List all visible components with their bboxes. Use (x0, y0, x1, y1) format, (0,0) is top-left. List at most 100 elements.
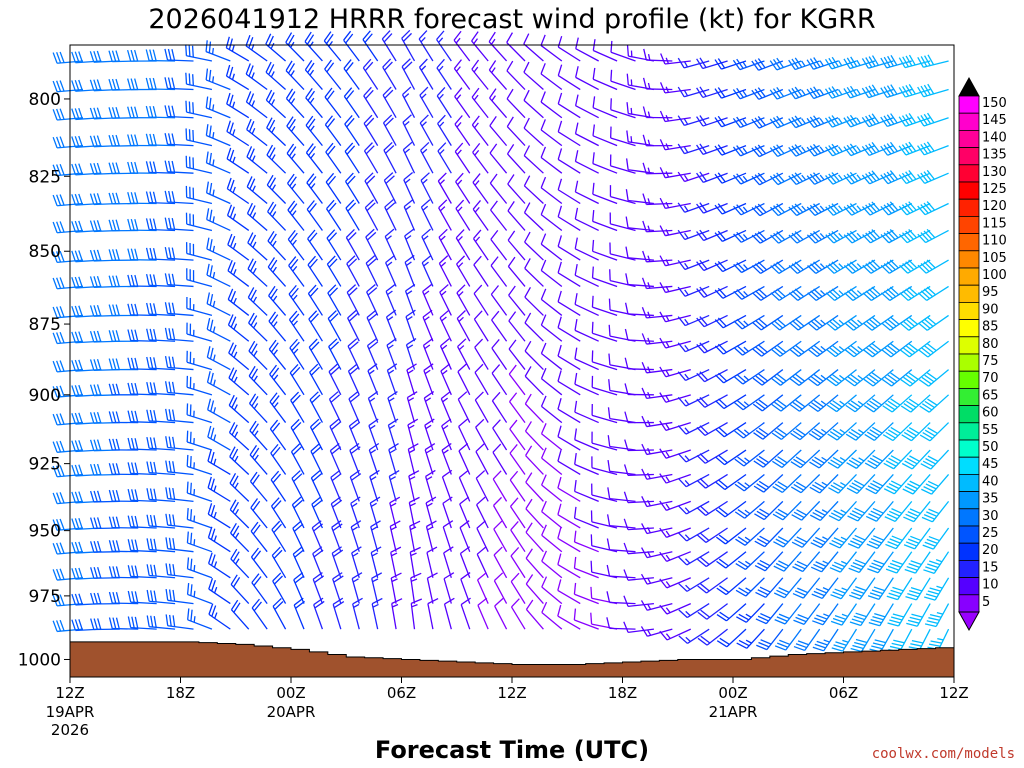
barb-feather (93, 163, 98, 175)
barb-feather (868, 318, 879, 327)
barb-shaft (686, 577, 710, 592)
wind-barb (606, 564, 636, 579)
wind-barb (918, 314, 949, 331)
wind-barb (127, 489, 157, 503)
barb-feather (96, 517, 102, 529)
barb-feather (888, 457, 899, 465)
barb-feather (871, 426, 883, 434)
barb-feather (525, 548, 533, 559)
wind-barb (472, 199, 489, 231)
barb-feather (809, 87, 818, 98)
barb-feather (813, 115, 821, 126)
wind-barb (754, 500, 784, 521)
barb-feather (460, 546, 471, 555)
barb-shaft (525, 481, 544, 502)
wind-barb (126, 49, 157, 62)
barb-feather (246, 118, 252, 130)
barb-feather (134, 515, 139, 528)
barb-half-feather (368, 369, 375, 375)
barb-feather (659, 167, 666, 178)
wind-barb (918, 369, 949, 387)
barb-half-feather (388, 397, 395, 402)
barb-shaft (925, 259, 949, 274)
wind-barb (809, 500, 839, 521)
barb-feather (524, 421, 532, 432)
barb-shaft (493, 528, 508, 553)
barb-feather (825, 234, 835, 244)
barb-feather (112, 540, 117, 552)
barb-feather (171, 77, 176, 89)
barb-shaft (610, 137, 636, 147)
barb-feather (108, 489, 113, 502)
barb-feather (441, 418, 452, 427)
barb-shaft (507, 183, 526, 204)
barb-feather (753, 432, 764, 440)
barb-shaft (842, 628, 858, 652)
barb-feather (910, 587, 923, 592)
barb-feather (386, 309, 397, 318)
barb-half-feather (684, 344, 690, 351)
colorbar-label: 50 (982, 440, 999, 455)
barb-feather (491, 391, 501, 402)
barb-feather (625, 158, 629, 170)
barb-feather (591, 239, 595, 252)
barb-feather (71, 163, 77, 176)
barb-feather (475, 418, 485, 428)
barb-shaft (524, 241, 544, 261)
barb-feather (93, 567, 98, 579)
barb-feather (349, 341, 359, 350)
wind-barb (324, 87, 342, 119)
wind-barb (267, 257, 287, 287)
barb-feather (908, 228, 917, 239)
barb-feather (735, 562, 746, 571)
barb-feather (659, 110, 666, 122)
wind-barb (714, 314, 747, 329)
wind-barb (207, 425, 231, 451)
barb-feather (289, 363, 299, 374)
barb-feather (131, 591, 135, 603)
barb-feather (890, 426, 901, 434)
barb-feather (887, 541, 899, 547)
barb-half-feather (439, 206, 446, 212)
wind-barb (807, 259, 839, 274)
barb-feather (777, 481, 788, 489)
wind-barb (524, 258, 544, 287)
barb-feather (824, 58, 833, 70)
barb-feather (574, 293, 578, 305)
barb-shaft (460, 604, 471, 630)
barb-half-feather (251, 127, 256, 135)
barb-feather (903, 403, 914, 411)
wind-barb (441, 442, 452, 475)
barb-feather (436, 30, 445, 40)
barb-feather (557, 370, 562, 382)
barb-feather (167, 133, 172, 145)
barb-feather (273, 575, 283, 585)
wind-barb (524, 231, 544, 261)
wind-barb (733, 314, 765, 330)
barb-feather (56, 306, 62, 318)
wind-barb (696, 314, 728, 328)
barb-shaft (494, 605, 508, 630)
barb-feather (230, 599, 239, 611)
barb-feather (206, 346, 211, 358)
barb-feather (287, 200, 296, 211)
barb-shaft (250, 556, 268, 579)
wind-barb (807, 314, 839, 331)
barb-feather (757, 116, 766, 126)
barb-feather (115, 358, 120, 370)
wind-barb (861, 170, 894, 185)
barb-half-feather (213, 511, 217, 519)
barb-shaft (227, 214, 250, 231)
barb-half-feather (647, 526, 651, 534)
barb-feather (847, 515, 859, 522)
barb-shaft (763, 474, 784, 493)
barb-shaft (610, 253, 636, 261)
barb-shaft (541, 612, 563, 630)
barb-shaft (609, 549, 636, 553)
wind-barb (426, 546, 438, 578)
barb-feather (924, 596, 936, 601)
barb-feather (911, 639, 924, 644)
barb-shaft (268, 295, 287, 316)
barb-half-feather (820, 345, 826, 351)
barb-feather (352, 597, 363, 605)
